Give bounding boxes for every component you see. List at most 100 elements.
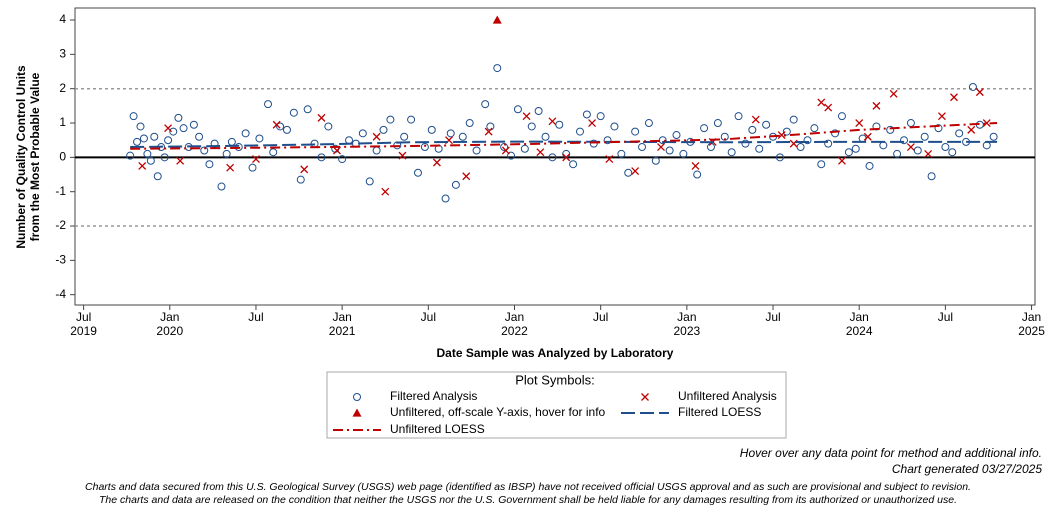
point — [451, 180, 460, 189]
point — [934, 124, 943, 133]
point — [562, 153, 571, 162]
legend-symbol — [641, 393, 649, 401]
point — [734, 112, 743, 121]
point — [941, 143, 950, 152]
point — [169, 127, 178, 136]
point — [588, 119, 597, 127]
point — [913, 146, 922, 155]
x-tick-label: Jan 2025 — [1018, 310, 1045, 338]
point — [264, 100, 273, 109]
y-tick-label: 3 — [59, 47, 66, 61]
point — [693, 170, 702, 179]
point — [948, 148, 957, 157]
point — [610, 122, 619, 131]
y-tick-label: -2 — [55, 218, 66, 232]
point — [160, 153, 169, 162]
point — [255, 134, 264, 143]
legend-label: Filtered Analysis — [390, 389, 477, 403]
point — [222, 149, 231, 158]
point — [920, 132, 929, 141]
point — [872, 101, 881, 110]
point — [164, 124, 173, 133]
point — [189, 120, 198, 129]
point — [269, 148, 278, 157]
point — [513, 105, 522, 114]
legend-label: Unfiltered LOESS — [390, 422, 485, 436]
point — [824, 103, 833, 112]
y-tick-label: 0 — [59, 150, 66, 164]
point — [458, 132, 467, 141]
point — [838, 156, 846, 165]
point — [446, 129, 455, 138]
point — [282, 125, 291, 134]
y-tick-label: -4 — [55, 287, 66, 301]
point — [789, 115, 798, 124]
y-tick-label: 1 — [59, 115, 66, 129]
point — [886, 125, 895, 134]
point — [146, 156, 155, 165]
x-tick-label: Jan 2023 — [673, 310, 701, 338]
point — [400, 132, 409, 141]
legend-symbol — [352, 408, 362, 417]
point — [272, 120, 281, 129]
point — [520, 144, 529, 153]
point — [372, 146, 381, 155]
disclaimer: The charts and data are released on the … — [99, 494, 957, 506]
point — [200, 146, 209, 155]
y-tick-label: -3 — [55, 253, 66, 267]
point — [762, 120, 771, 129]
point — [296, 175, 305, 184]
point — [372, 132, 381, 141]
legend-box — [326, 371, 787, 439]
point — [379, 125, 388, 134]
point — [226, 163, 235, 172]
point — [534, 107, 543, 116]
point — [176, 156, 185, 165]
point — [210, 139, 219, 148]
point — [751, 115, 760, 124]
point — [638, 143, 647, 152]
point — [365, 177, 374, 186]
loess-line — [130, 122, 998, 150]
point — [136, 122, 145, 131]
point — [837, 112, 846, 121]
point — [527, 122, 536, 131]
point — [906, 143, 915, 152]
point — [317, 153, 326, 162]
point — [831, 129, 840, 138]
point — [782, 127, 791, 136]
point — [906, 119, 915, 128]
point — [150, 132, 159, 141]
point — [672, 131, 681, 140]
point — [651, 156, 660, 165]
point — [803, 136, 812, 145]
point — [492, 15, 502, 24]
point — [817, 160, 826, 169]
point — [844, 148, 853, 157]
y-axis-label: from the Most Probable Value — [28, 72, 42, 241]
point — [575, 127, 584, 136]
point — [713, 119, 722, 128]
point — [179, 124, 188, 133]
point — [603, 136, 612, 145]
point — [205, 160, 214, 169]
point — [195, 132, 204, 141]
point — [665, 146, 674, 155]
x-tick-label: Jul — [248, 310, 264, 324]
point — [924, 149, 933, 158]
point — [775, 153, 784, 162]
point — [481, 100, 490, 109]
legend-label: Unfiltered, off-scale Y-axis, hover for … — [390, 405, 606, 419]
point — [927, 172, 936, 181]
point — [657, 143, 665, 152]
point — [129, 112, 138, 121]
point — [555, 120, 564, 129]
point — [950, 93, 958, 102]
y-tick-label: 2 — [59, 81, 66, 95]
point — [582, 110, 591, 119]
point — [796, 143, 805, 152]
point — [851, 144, 860, 153]
point — [300, 165, 309, 174]
point — [982, 119, 991, 127]
